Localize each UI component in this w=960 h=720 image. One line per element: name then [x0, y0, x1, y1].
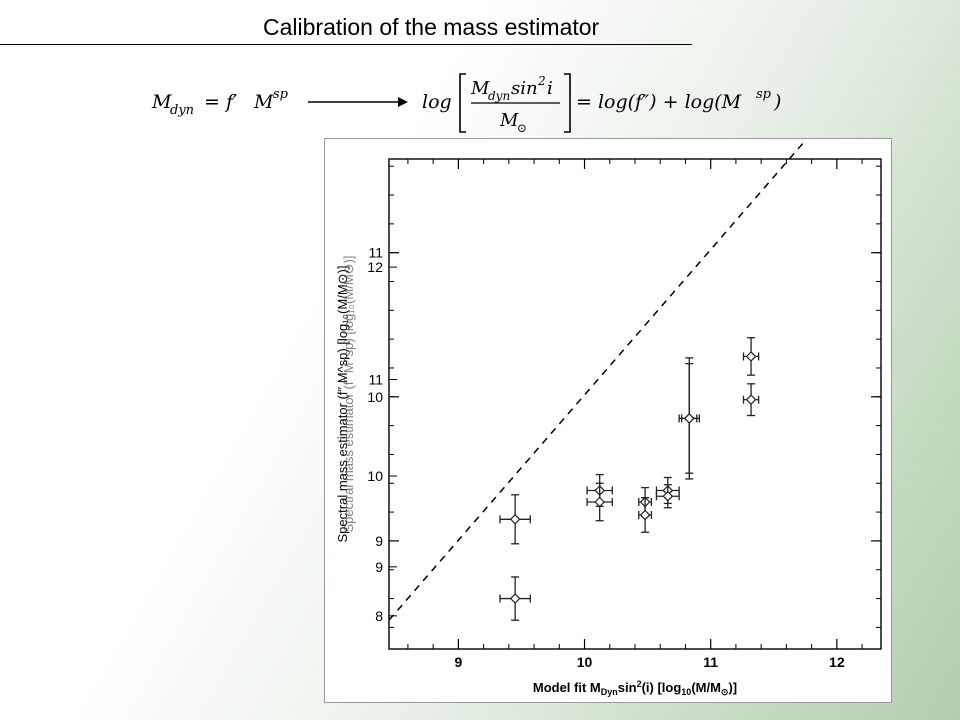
eq-m-sp: M: [253, 91, 274, 113]
y-tick-label-overlay: 11: [368, 372, 383, 388]
eq-frac-num-i: i: [547, 78, 553, 99]
eq-frac-den-m: M: [499, 110, 519, 131]
point-marker: [509, 593, 521, 604]
point-marker: [594, 496, 606, 508]
eq-rhs-close: ): [773, 91, 781, 113]
reference-line-group: [388, 142, 804, 621]
equation-graphic: M dyn = f′ M sp log M dyn sin 2 i M ⊙ = …: [151, 73, 781, 135]
y-tick-label-overlay: 10: [367, 468, 383, 484]
x-tick-label: 11: [703, 654, 718, 670]
data-point: [655, 484, 680, 509]
eq-m-sp-sup: sp: [273, 87, 289, 102]
data-point: [742, 337, 760, 376]
data-point: [742, 383, 760, 417]
x-tick-label: 9: [454, 654, 462, 670]
eq-lhs-sub: dyn: [170, 103, 194, 118]
point-marker: [745, 394, 757, 406]
calibration-plot: 9 10 11 12 9 10 11 8 9 10 11 12 Model fit MDynsin2(…: [324, 138, 892, 703]
point-marker: [745, 351, 757, 362]
x-tick-label: 12: [829, 654, 845, 670]
eq-log: log: [422, 91, 452, 113]
eq-frac-num-sin: sin: [511, 78, 538, 99]
eq-frac-num-sup: 2: [537, 74, 546, 88]
data-points: [499, 337, 760, 621]
one-to-one-line: [388, 142, 804, 621]
eq-frac-den-sub: ⊙: [517, 121, 527, 135]
slide-title: Calibration of the mass estimator: [263, 14, 600, 40]
x-tick-label: 10: [577, 654, 593, 670]
data-point: [681, 362, 698, 474]
eq-lhs-m: M: [151, 91, 172, 113]
x-axis-label-part-1: Model fit M: [533, 680, 601, 695]
x-axis-label-sub: Dyn: [601, 687, 618, 697]
eq-frac-num-m: M: [470, 78, 490, 99]
point-marker: [509, 513, 521, 525]
x-axis-label-part-3: (i) [log: [642, 680, 682, 695]
eq-equals: =: [204, 91, 220, 113]
point-marker: [683, 413, 695, 424]
eq-bracket-right: [564, 73, 571, 133]
y-tick-label-overlay: 9: [375, 559, 383, 575]
equation-area: M dyn = f′ M sp log M dyn sin 2 i M ⊙ = …: [140, 60, 840, 150]
y-tick-label: 9: [375, 533, 383, 549]
y-tick-label-overlay: 8: [375, 608, 383, 624]
data-point: [586, 482, 613, 522]
y-tick-label: 10: [367, 389, 383, 405]
point-marker: [639, 509, 651, 521]
plot-frame: [388, 158, 882, 650]
y-axis-label-overlay: Spectral mass estimator (f″ M^sp) [log₁₀…: [341, 256, 356, 533]
eq-f-prime: f′: [224, 91, 238, 113]
eq-bracket-left: [459, 73, 466, 133]
x-axis-label-part-5: )]: [728, 680, 737, 695]
data-point: [499, 494, 531, 545]
data-point: [638, 497, 653, 533]
x-axis-label-sun-sub: ⊙: [721, 687, 729, 697]
x-axis-label-part-4: (M/M: [691, 680, 721, 695]
eq-rhs-sup: sp: [756, 87, 772, 102]
y-tick-label-overlay: 12: [367, 259, 383, 275]
point-marker: [662, 490, 674, 502]
x-axis-label: Model fit MDynsin2(i) [log10(M/M⊙)]: [533, 679, 737, 697]
y-tick-label: 11: [368, 245, 383, 261]
eq-rhs: = log(f″) + log(M: [576, 91, 742, 113]
eq-frac-num-sub: dyn: [488, 89, 510, 103]
data-point: [499, 576, 531, 621]
x-axis-label-sup: 2: [637, 679, 642, 689]
y-axis-label: Spectral mass estimator (f″ M^sp) [log₁₀…: [335, 266, 350, 543]
x-axis-label-part-2: sin: [618, 680, 637, 695]
title-underline: [0, 44, 692, 45]
eq-arrow-head: [398, 97, 408, 107]
x-axis-label-log-sub: 10: [681, 687, 691, 697]
